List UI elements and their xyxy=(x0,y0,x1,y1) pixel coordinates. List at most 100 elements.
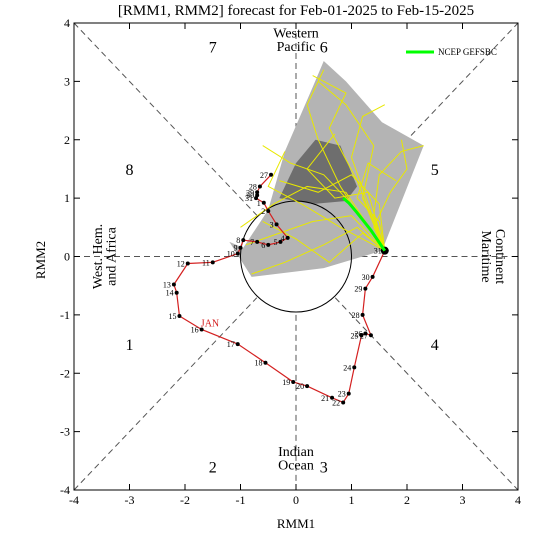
observed-point xyxy=(330,395,335,400)
day-label: 24 xyxy=(343,363,351,372)
region-label: Ocean xyxy=(278,459,314,474)
day-label: 29 xyxy=(246,188,254,197)
observed-point xyxy=(285,235,290,240)
observed-point xyxy=(346,391,351,396)
y-tick-label: -2 xyxy=(60,366,70,380)
phase-label: 1 xyxy=(126,337,134,354)
observed-point xyxy=(278,239,283,244)
x-axis-label: RMM1 xyxy=(277,516,315,531)
observed-point xyxy=(261,200,266,205)
divider-line xyxy=(334,297,519,491)
y-tick-label: -4 xyxy=(60,483,70,497)
observed-point xyxy=(274,222,279,227)
region-label: Western xyxy=(273,27,319,42)
day-label: 30 xyxy=(362,273,370,282)
day-label: 25 xyxy=(350,331,358,340)
region-label: Indian xyxy=(278,445,314,460)
observed-point xyxy=(238,245,243,250)
region-label: Pacific xyxy=(277,40,316,55)
x-tick-label: 0 xyxy=(293,493,299,507)
day-label: 1 xyxy=(257,199,261,208)
member-line xyxy=(240,185,386,251)
day-label: 21 xyxy=(321,394,329,403)
legend-label: NCEP GEFSBC xyxy=(438,47,497,57)
observed-point xyxy=(235,342,240,347)
observed-point xyxy=(257,184,262,189)
member-line xyxy=(267,151,386,252)
member-line xyxy=(317,80,386,251)
phase-label: 3 xyxy=(320,460,328,477)
observed-point xyxy=(363,286,368,291)
observed-point xyxy=(199,327,204,332)
y-tick-label: 0 xyxy=(64,250,70,264)
region-label: West. Hem. xyxy=(91,224,106,289)
day-label: 12 xyxy=(177,260,185,269)
observed-point xyxy=(210,260,215,265)
day-label: 9 xyxy=(234,244,238,253)
day-label: 28 xyxy=(352,311,360,320)
day-label: 13 xyxy=(163,281,171,290)
observed-point xyxy=(255,193,260,198)
day-label: 14 xyxy=(166,289,174,298)
day-label: 18 xyxy=(254,359,262,368)
month-label: JAN xyxy=(201,319,219,330)
x-tick-label: -1 xyxy=(236,493,246,507)
y-axis-label: RMM2 xyxy=(33,241,48,279)
observed-point xyxy=(341,400,346,405)
observed-point xyxy=(255,239,260,244)
day-label: 10 xyxy=(227,250,235,259)
y-tick-label: 1 xyxy=(64,191,70,205)
observed-point xyxy=(363,331,368,336)
day-label: 20 xyxy=(296,382,304,391)
member-line xyxy=(279,174,386,251)
y-tick-label: -1 xyxy=(60,308,70,322)
member-line xyxy=(312,75,386,251)
forecast-line xyxy=(342,196,387,252)
member-line xyxy=(350,104,386,251)
x-tick-label: -2 xyxy=(180,493,190,507)
y-tick-label: 2 xyxy=(64,133,70,147)
day-label: 30 xyxy=(246,191,254,200)
member-line xyxy=(373,145,424,251)
day-label: 7 xyxy=(250,238,254,247)
region-label: Continent xyxy=(492,229,507,284)
observed-point xyxy=(305,384,310,389)
member-line xyxy=(373,139,408,251)
phase-label: 2 xyxy=(209,460,217,477)
plume-inner xyxy=(279,139,358,204)
observed-point xyxy=(370,274,375,279)
day-label: 5 xyxy=(273,238,277,247)
phase-label: 8 xyxy=(126,162,134,179)
x-tick-label: -3 xyxy=(125,493,135,507)
day-label: 23 xyxy=(338,390,346,399)
member-line xyxy=(251,226,386,275)
x-tick-label: 3 xyxy=(460,493,466,507)
observed-point xyxy=(241,238,246,243)
day-label: 27 xyxy=(360,331,368,340)
day-label: 26 xyxy=(354,330,362,339)
day-label: 29 xyxy=(354,285,362,294)
day-label: 27 xyxy=(260,171,268,180)
day-label: 22 xyxy=(332,398,340,407)
day-label: 2 xyxy=(261,207,265,216)
day-label: 19 xyxy=(282,378,290,387)
x-tick-label: 4 xyxy=(515,493,521,507)
phase-label: 6 xyxy=(320,39,328,56)
day-label: 31 xyxy=(374,247,382,256)
phase-label: 4 xyxy=(431,337,439,354)
day-label: 15 xyxy=(168,312,176,321)
x-tick-label: -4 xyxy=(69,493,79,507)
member-line xyxy=(306,133,386,251)
observed-point xyxy=(266,208,271,213)
day-label: 28 xyxy=(249,182,257,191)
observed-point xyxy=(359,333,364,338)
day-label: 6 xyxy=(261,241,265,250)
observed-point xyxy=(174,290,179,295)
observed-line xyxy=(173,250,386,404)
observed-point xyxy=(266,242,271,247)
y-tick-label: 4 xyxy=(64,16,70,30)
